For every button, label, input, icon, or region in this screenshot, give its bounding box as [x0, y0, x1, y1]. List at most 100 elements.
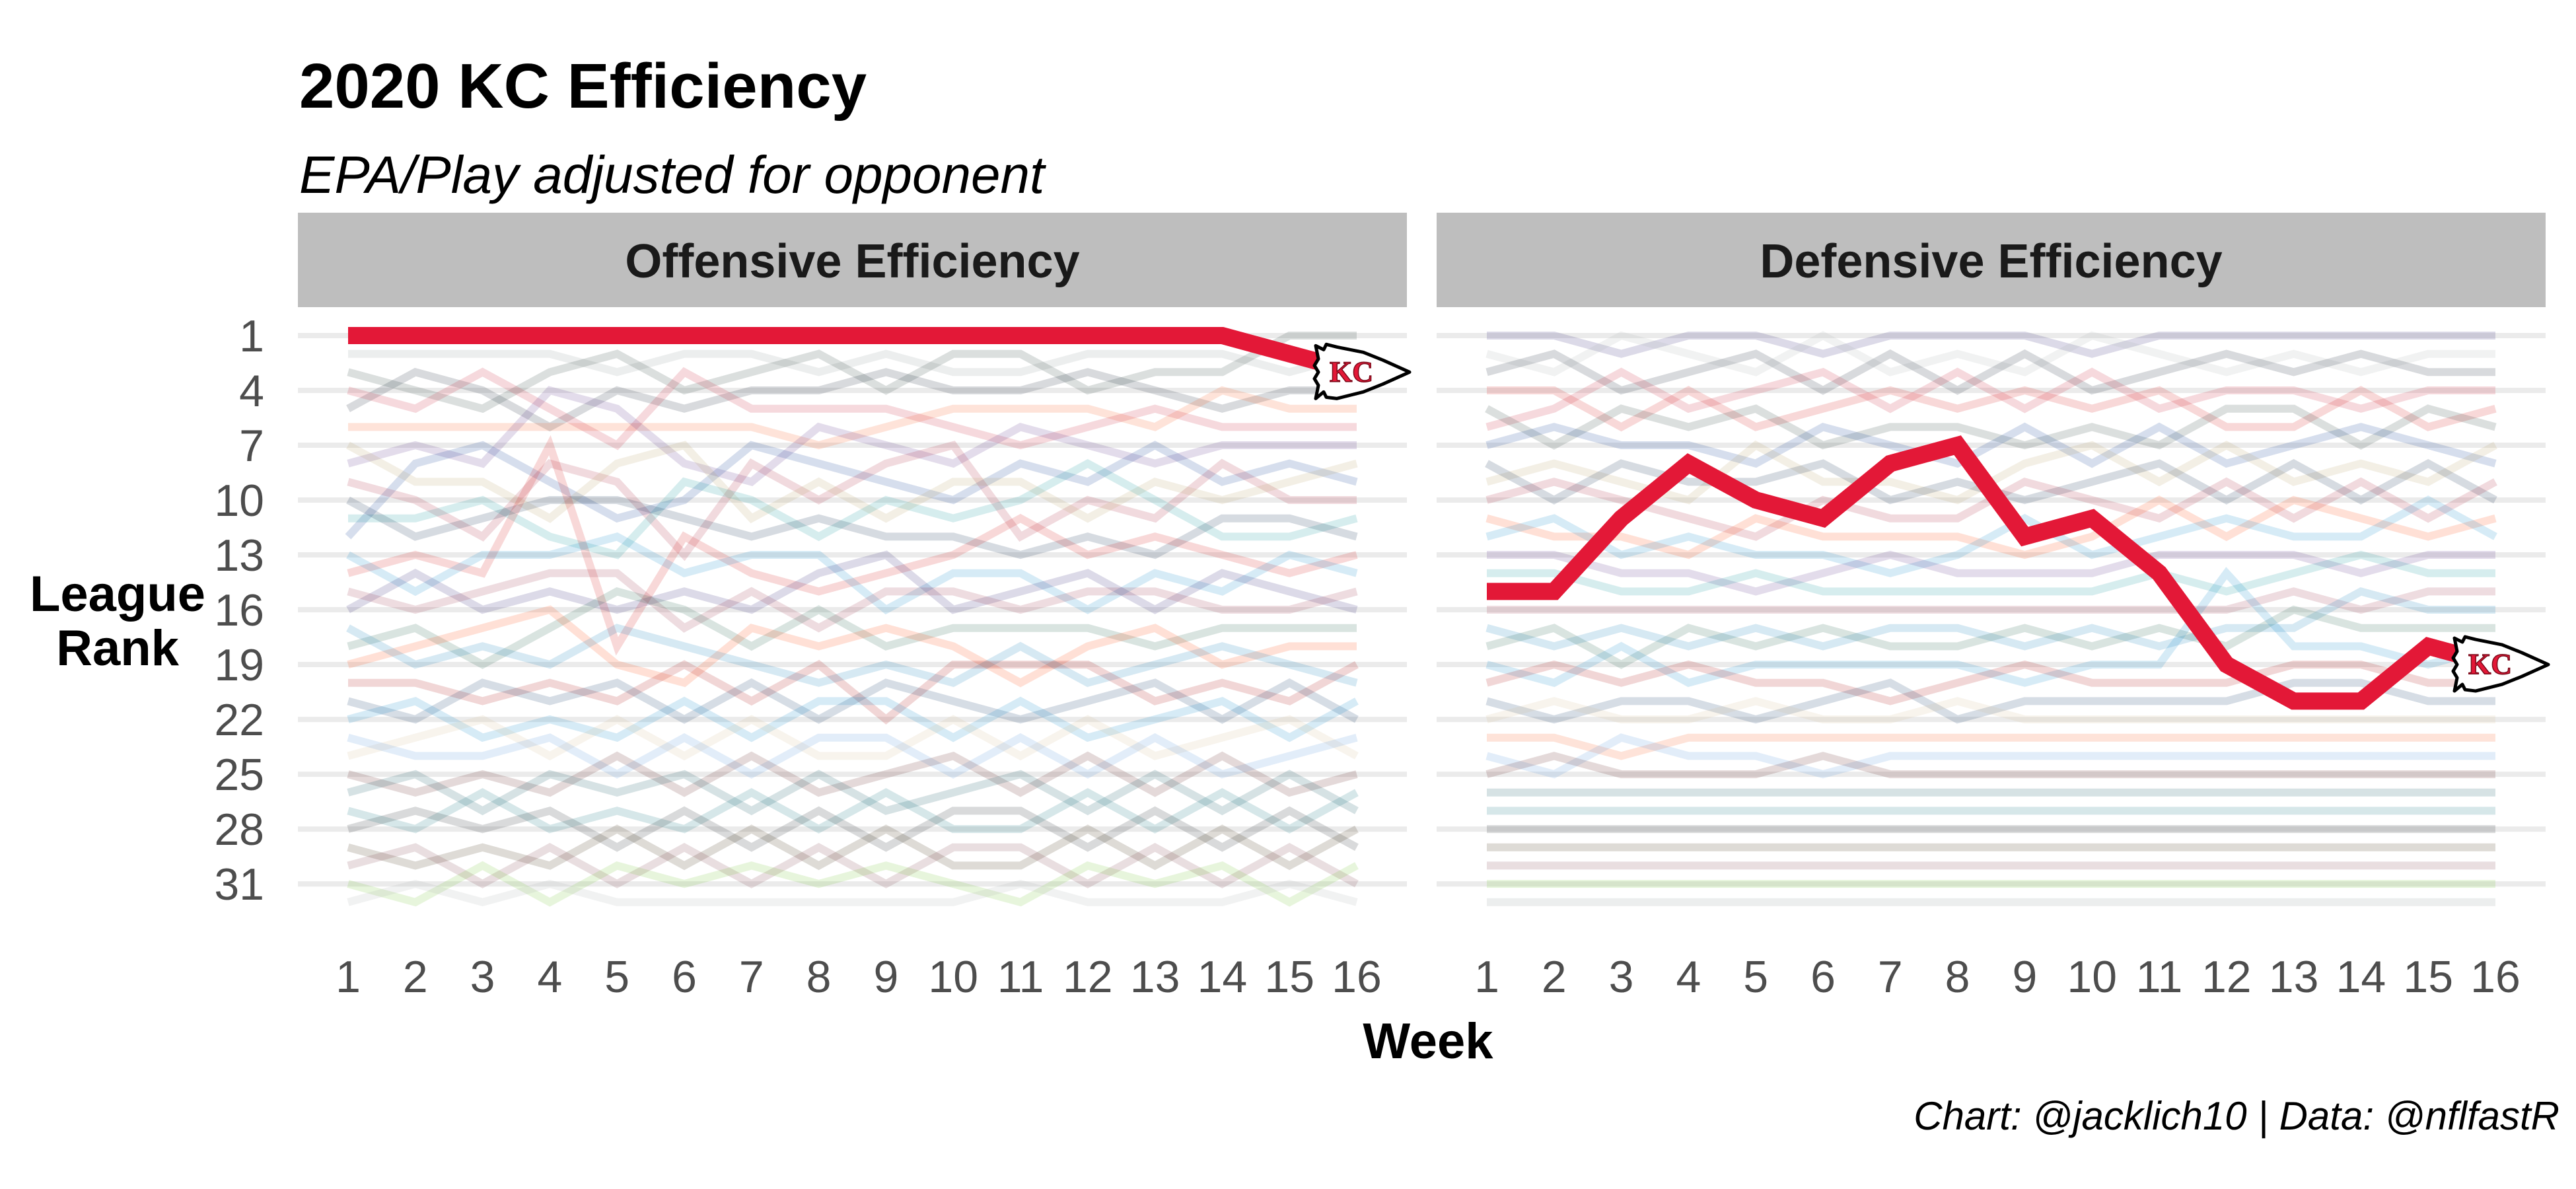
gridlines-offense — [298, 333, 1407, 887]
team-line — [1485, 331, 2495, 377]
y-tick-label: 1 — [239, 311, 264, 361]
strip-offense — [298, 213, 1407, 307]
team-line — [1485, 678, 2495, 724]
team-line — [1487, 587, 2495, 614]
y-tick-label: 16 — [214, 585, 264, 635]
x-tick-label: 1 — [1474, 952, 1499, 1002]
x-tick-label: 15 — [2403, 952, 2453, 1002]
x-tick-label: 13 — [2269, 952, 2319, 1002]
team-line — [347, 678, 1359, 724]
panel-defense: Defensive Efficiency KC — [1437, 213, 2550, 906]
team-line — [347, 715, 1359, 761]
chart-subtitle: EPA/Play adjusted for opponent — [299, 145, 1046, 204]
team-line — [347, 435, 1358, 656]
x-tick-label: 7 — [1878, 952, 1903, 1002]
y-tick-label: 22 — [214, 695, 264, 745]
x-axis-title: Week — [1363, 1013, 1493, 1069]
svg-text:KC: KC — [2468, 648, 2512, 680]
y-tick-label: 7 — [239, 421, 264, 471]
team-line — [346, 367, 1357, 432]
background-lines-defense — [1485, 331, 2497, 906]
y-tick-label: 13 — [214, 530, 264, 581]
team-line — [1487, 332, 2495, 358]
svg-text:KC: KC — [1330, 355, 1373, 388]
team-line — [1487, 550, 2495, 596]
panel-offense: Offensive Efficiency KC — [298, 213, 1412, 907]
kc-series-defense: KC — [1487, 435, 2550, 710]
x-tick-label: 16 — [1332, 952, 1382, 1002]
team-line — [347, 806, 1359, 852]
x-tick-label: 8 — [806, 952, 832, 1002]
chart-title: 2020 KC Efficiency — [299, 51, 867, 122]
x-tick-label: 11 — [2136, 952, 2183, 1002]
team-line — [347, 861, 1359, 907]
team-line — [1485, 349, 2495, 395]
x-axis-ticks: 1 2 3 4 5 6 7 8 9 10 11 12 13 14 15 16 1 2 3 4 5 6 7 8 9 10 11 12 13… — [336, 952, 2521, 1002]
x-tick-label: 5 — [604, 952, 629, 1002]
x-tick-label: 1 — [336, 952, 361, 1002]
team-line — [346, 624, 1358, 688]
team-line — [1485, 605, 2495, 669]
strip-defense — [1437, 213, 2546, 307]
x-tick-label: 9 — [2012, 952, 2037, 1002]
x-tick-label: 5 — [1743, 952, 1768, 1002]
x-tick-label: 14 — [1198, 952, 1248, 1002]
x-tick-label: 3 — [470, 952, 495, 1002]
team-line — [346, 496, 1358, 559]
x-tick-label: 16 — [2470, 952, 2521, 1002]
team-line — [347, 842, 1359, 888]
x-tick-label: 11 — [997, 952, 1044, 1002]
x-tick-label: 6 — [672, 952, 697, 1002]
kc-logo-icon: KC — [1312, 342, 1412, 400]
team-line — [346, 550, 1358, 614]
x-tick-label: 8 — [1945, 952, 1970, 1002]
team-line — [347, 696, 1359, 742]
x-tick-label: 7 — [739, 952, 764, 1002]
team-line — [347, 569, 1358, 633]
strip-label-offense: Offensive Efficiency — [625, 235, 1079, 288]
team-line — [347, 386, 1357, 486]
team-line — [347, 441, 1357, 561]
x-tick-label: 2 — [1542, 952, 1567, 1002]
team-line — [1485, 495, 2497, 559]
team-line — [1485, 495, 2497, 577]
team-line — [348, 349, 1358, 377]
team-line — [347, 787, 1359, 834]
y-tick-label: 28 — [214, 805, 264, 855]
team-line — [347, 733, 1358, 779]
team-line — [1485, 660, 2495, 705]
team-line — [346, 532, 1358, 615]
x-tick-label: 3 — [1609, 952, 1634, 1002]
team-line — [348, 458, 1358, 559]
x-tick-label: 10 — [2067, 952, 2117, 1002]
x-tick-label: 15 — [1264, 952, 1314, 1002]
x-tick-label: 12 — [2201, 952, 2252, 1002]
y-tick-label: 4 — [239, 366, 264, 416]
team-line — [347, 332, 1357, 414]
team-line — [347, 605, 1357, 688]
team-line — [1487, 550, 2495, 596]
y-axis-title-line1: League — [30, 566, 205, 622]
team-line — [1485, 587, 2495, 651]
team-line — [1485, 567, 2497, 688]
team-line — [347, 770, 1359, 816]
team-line — [345, 441, 1358, 540]
team-line — [347, 824, 1359, 871]
x-tick-label: 4 — [537, 952, 562, 1002]
y-tick-label: 19 — [214, 640, 264, 690]
x-tick-label: 10 — [928, 952, 978, 1002]
y-tick-label: 31 — [214, 859, 264, 910]
team-line — [1485, 733, 2495, 779]
team-line — [346, 441, 1358, 524]
strip-label-defense: Defensive Efficiency — [1760, 235, 2222, 288]
kc-series-offense: KC — [348, 327, 1412, 400]
y-tick-label: 10 — [214, 476, 264, 526]
x-tick-label: 12 — [1063, 952, 1113, 1002]
kc-line — [348, 327, 1359, 380]
team-line — [1485, 404, 2497, 450]
y-tick-label: 25 — [214, 750, 264, 800]
gridlines-defense — [1437, 333, 2546, 887]
x-tick-label: 14 — [2336, 952, 2386, 1002]
